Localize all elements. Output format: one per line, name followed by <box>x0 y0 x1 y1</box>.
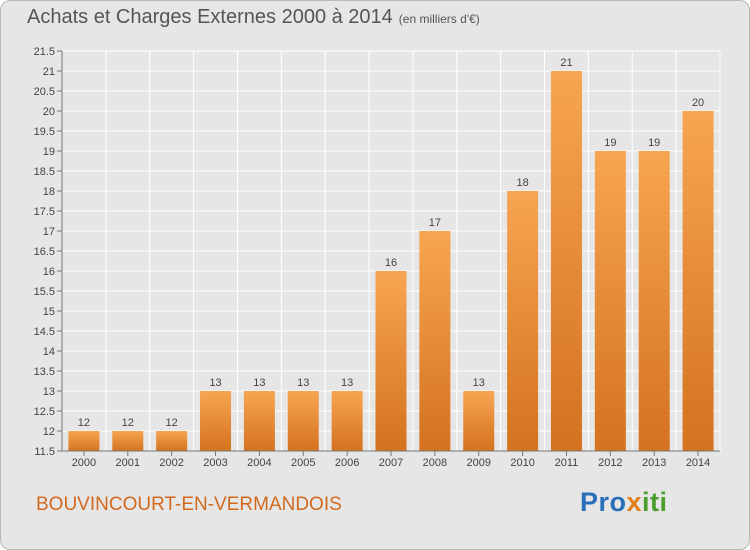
proxiti-logo: Proxiti <box>580 487 668 518</box>
commune-name: BOUVINCOURT-EN-VERMANDOIS <box>36 494 342 515</box>
data-label-2000: 12 <box>78 417 90 429</box>
chart-title: Achats et Charges Externes 2000 à 2014 (e… <box>27 6 480 29</box>
y-tick-label: 21.5 <box>34 46 55 58</box>
data-label-2006: 13 <box>341 377 353 389</box>
title-text: Achats et Charges Externes 2000 à 2014 <box>27 6 393 28</box>
bar-2001 <box>112 431 144 451</box>
y-tick-label: 16.5 <box>34 246 55 258</box>
data-label-2014: 20 <box>692 97 704 109</box>
logo-part-2: x <box>626 487 643 517</box>
data-label-2012: 19 <box>604 137 616 149</box>
data-label-2007: 16 <box>385 257 397 269</box>
y-tick-label: 15 <box>43 306 55 318</box>
y-tick-label: 20 <box>43 106 55 118</box>
unit-label: (en milliers d'€) <box>398 12 480 26</box>
x-tick-label-2004: 2004 <box>247 457 271 469</box>
bar-2012 <box>594 151 626 451</box>
y-tick-label: 20.5 <box>34 86 55 98</box>
data-label-2002: 12 <box>166 417 178 429</box>
logo-part-3: iti <box>642 487 668 517</box>
data-label-2008: 17 <box>429 217 441 229</box>
y-tick-label: 19 <box>43 146 55 158</box>
y-tick-label: 13.5 <box>34 366 55 378</box>
bar-2011 <box>550 71 582 451</box>
y-tick-label: 19.5 <box>34 126 55 138</box>
data-label-2005: 13 <box>297 377 309 389</box>
x-tick-label-2008: 2008 <box>423 457 447 469</box>
bar-2002 <box>156 431 188 451</box>
y-tick-label: 18 <box>43 186 55 198</box>
data-label-2013: 19 <box>648 137 660 149</box>
bar-2007 <box>375 271 407 451</box>
y-tick-label: 14 <box>43 346 55 358</box>
x-tick-label-2014: 2014 <box>686 457 710 469</box>
y-tick-label: 17 <box>43 226 55 238</box>
y-tick-label: 12.5 <box>34 406 55 418</box>
x-tick-label-2010: 2010 <box>510 457 534 469</box>
logo-part-1: Pro <box>580 487 627 517</box>
x-tick-label-2007: 2007 <box>379 457 403 469</box>
data-label-2011: 21 <box>560 57 572 69</box>
x-tick-label-2009: 2009 <box>466 457 490 469</box>
y-tick-label: 15.5 <box>34 286 55 298</box>
y-tick-label: 12 <box>43 426 55 438</box>
y-tick-label: 16 <box>43 266 55 278</box>
bar-2003 <box>200 391 232 451</box>
y-tick-label: 21 <box>43 66 55 78</box>
x-tick-label-2003: 2003 <box>203 457 227 469</box>
data-label-2004: 13 <box>253 377 265 389</box>
x-tick-label-2013: 2013 <box>642 457 666 469</box>
x-tick-label-2002: 2002 <box>159 457 183 469</box>
bar-2000 <box>68 431 100 451</box>
bar-2010 <box>507 191 539 451</box>
data-label-2009: 13 <box>473 377 485 389</box>
x-tick-label-2000: 2000 <box>72 457 96 469</box>
y-tick-label: 17.5 <box>34 206 55 218</box>
y-tick-label: 11.5 <box>34 446 55 458</box>
y-tick-label: 14.5 <box>34 326 55 338</box>
bar-2009 <box>463 391 495 451</box>
y-tick-label: 13 <box>43 386 55 398</box>
x-tick-label-2001: 2001 <box>116 457 140 469</box>
bar-2014 <box>682 111 714 451</box>
x-tick-label-2011: 2011 <box>555 457 579 469</box>
bar-2013 <box>638 151 670 451</box>
data-label-2010: 18 <box>516 177 528 189</box>
x-tick-label-2006: 2006 <box>335 457 359 469</box>
data-label-2001: 12 <box>122 417 134 429</box>
bar-2004 <box>243 391 275 451</box>
x-tick-label-2012: 2012 <box>598 457 622 469</box>
bar-2008 <box>419 231 451 451</box>
x-tick-label-2005: 2005 <box>291 457 315 469</box>
bar-2005 <box>287 391 319 451</box>
y-tick-label: 18.5 <box>34 166 55 178</box>
bar-2006 <box>331 391 363 451</box>
data-label-2003: 13 <box>209 377 221 389</box>
